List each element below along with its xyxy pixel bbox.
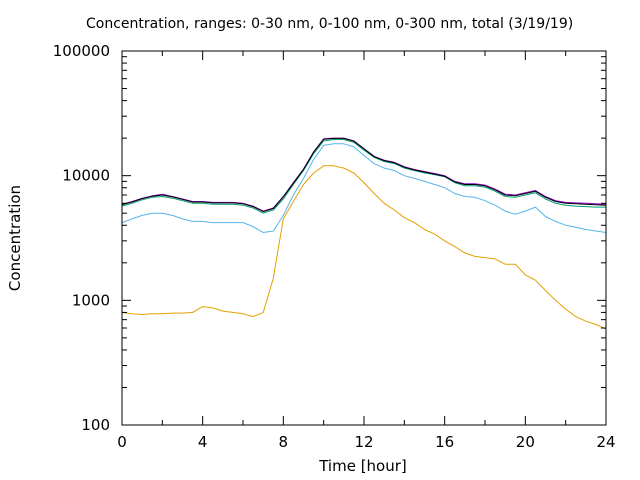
y-tick-label: 10000 bbox=[62, 167, 110, 185]
x-tick-label: 4 bbox=[198, 433, 208, 451]
y-tick-labels: 100 1000 10000 100000 bbox=[53, 42, 110, 434]
series-line-2 bbox=[121, 143, 607, 233]
chart-title: Concentration, ranges: 0-30 nm, 0-100 nm… bbox=[86, 16, 574, 32]
plot-frame bbox=[121, 50, 607, 426]
x-tick-labels: 0 4 8 12 16 20 24 bbox=[117, 433, 615, 451]
series-line-1 bbox=[121, 165, 607, 330]
series-line-5 bbox=[121, 137, 607, 213]
x-tick-label: 16 bbox=[435, 433, 454, 451]
x-tick-label: 20 bbox=[516, 433, 535, 451]
x-tick-label: 12 bbox=[354, 433, 373, 451]
x-tick-label: 24 bbox=[596, 433, 615, 451]
y-tick-label: 100000 bbox=[53, 42, 110, 60]
series-layer bbox=[121, 137, 607, 330]
x-axis-label: Time [hour] bbox=[318, 457, 407, 475]
y-axis-label: Concentration bbox=[6, 185, 24, 291]
x-tick-label: 8 bbox=[279, 433, 289, 451]
tick-marks bbox=[121, 50, 607, 426]
series-line-3 bbox=[121, 139, 606, 214]
y-tick-label: 100 bbox=[81, 416, 110, 434]
y-tick-label: 1000 bbox=[72, 291, 110, 309]
x-tick-label: 0 bbox=[117, 433, 127, 451]
